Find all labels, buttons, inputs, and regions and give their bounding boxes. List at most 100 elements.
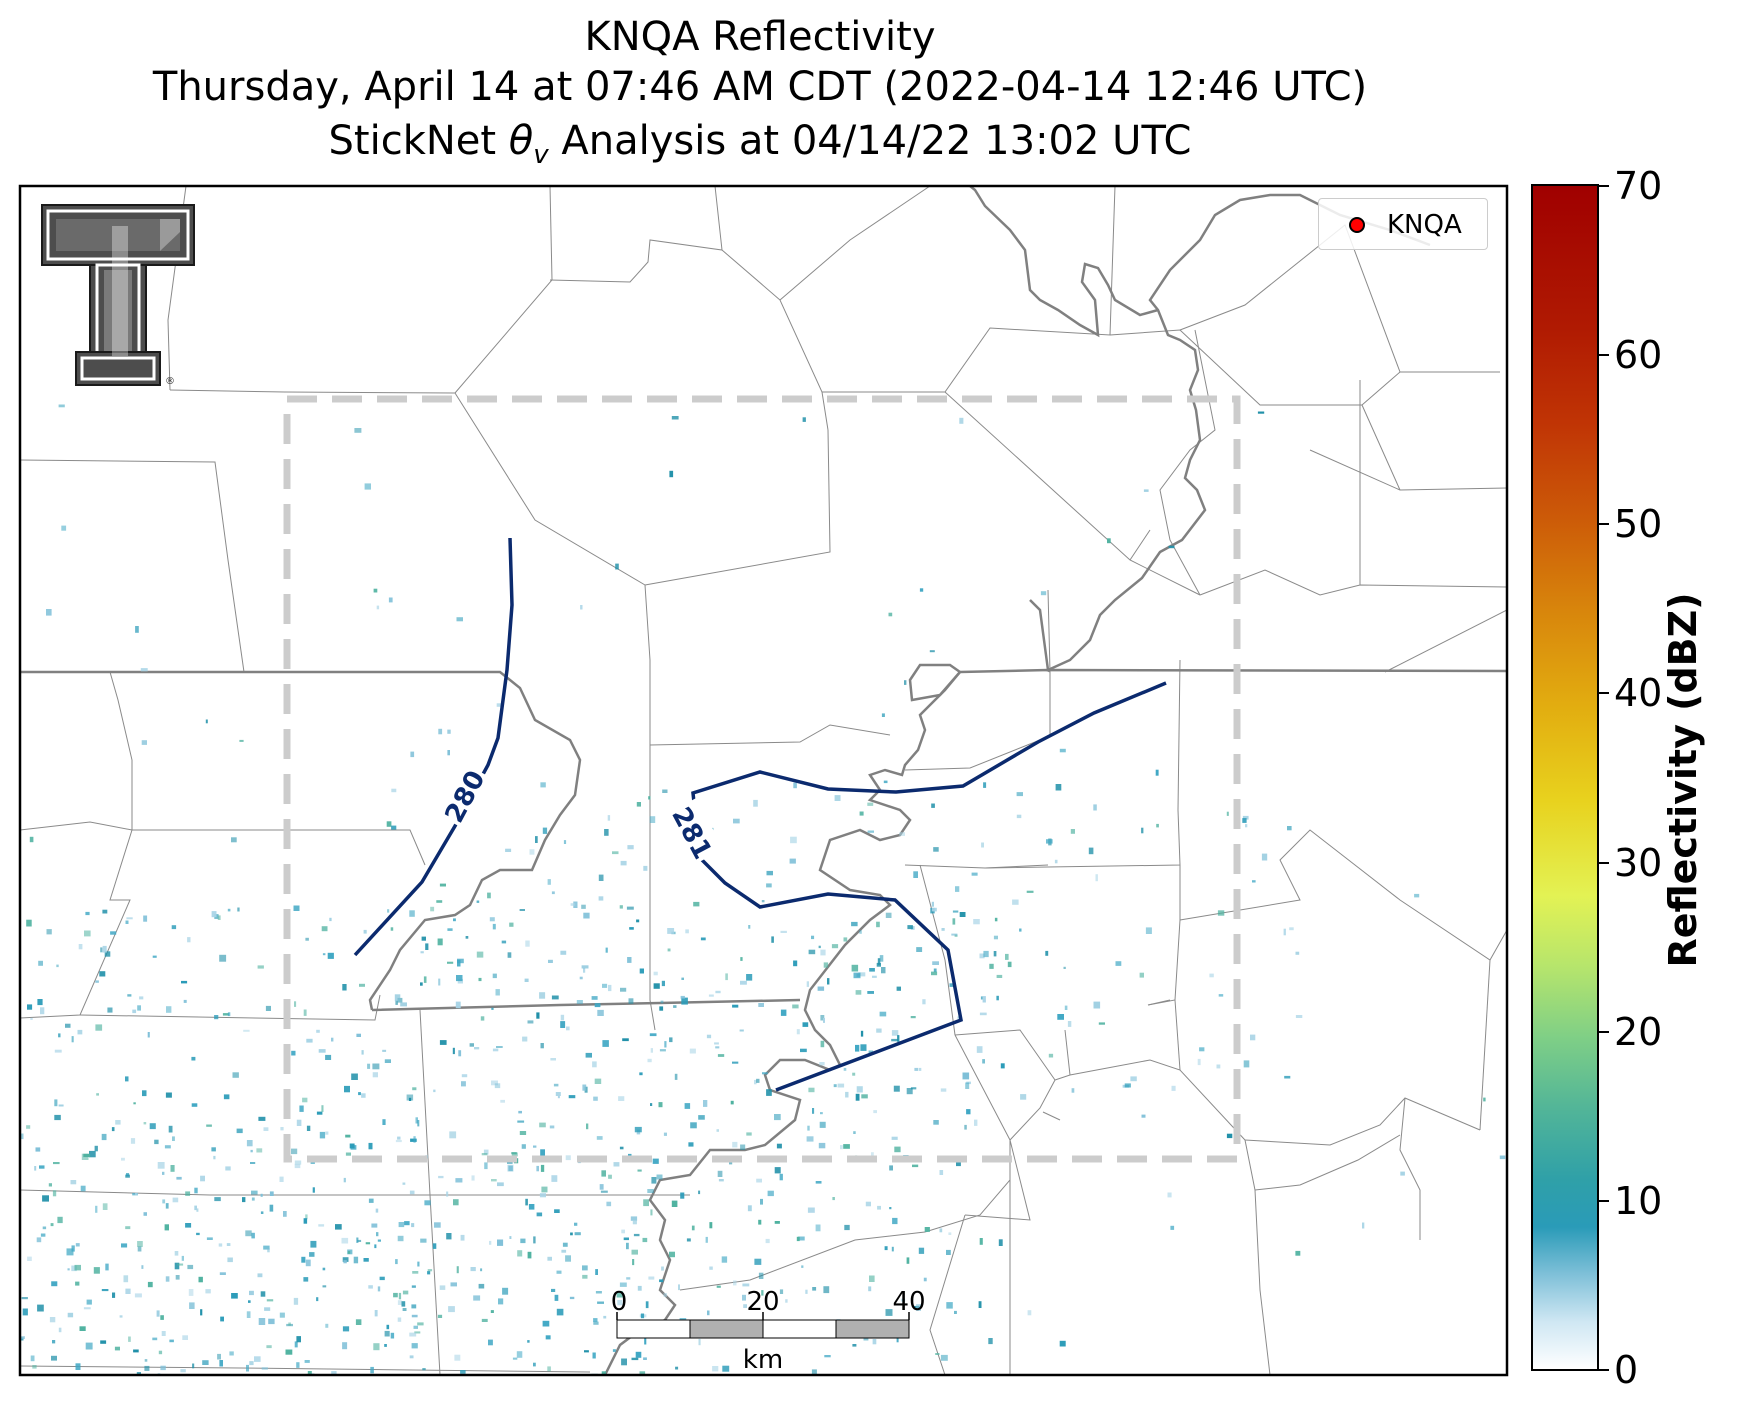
echo-pixel <box>650 1048 653 1053</box>
echo-pixel <box>582 1084 587 1091</box>
echo-pixel <box>619 1282 627 1287</box>
echo-pixel <box>505 848 512 852</box>
echo-pixel <box>631 1249 638 1255</box>
echo-pixel <box>137 1005 141 1011</box>
echo-pixel <box>460 1370 466 1374</box>
echo-pixel <box>183 999 187 1003</box>
echo-pixel <box>321 1105 324 1112</box>
echo-pixel <box>868 1050 874 1054</box>
echo-pixel <box>269 1191 274 1196</box>
echo-pixel <box>205 1289 211 1294</box>
echo-pixel <box>61 525 67 531</box>
echo-pixel <box>615 563 619 570</box>
echo-pixel <box>1093 804 1097 811</box>
echo-pixel <box>860 1030 864 1037</box>
echo-pixel <box>663 1132 667 1136</box>
echo-pixel <box>714 1042 719 1045</box>
echo-pixel <box>547 879 551 885</box>
echo-pixel <box>631 1357 639 1361</box>
echo-pixel <box>86 1299 92 1305</box>
echo-pixel <box>894 1146 901 1153</box>
echo-pixel <box>1362 1222 1365 1229</box>
echo-pixel <box>165 1092 172 1098</box>
echo-pixel <box>303 1218 308 1224</box>
echo-pixel <box>619 905 623 909</box>
echo-pixel <box>254 1356 261 1362</box>
echo-pixel <box>455 1001 461 1009</box>
echo-pixel <box>740 1144 746 1150</box>
echo-pixel <box>424 1200 431 1206</box>
echo-pixel <box>1261 853 1268 861</box>
echo-pixel <box>852 1344 857 1347</box>
echo-pixel <box>823 1286 830 1294</box>
echo-pixel <box>95 1024 103 1031</box>
echo-pixel <box>743 1304 747 1308</box>
echo-pixel <box>722 1365 730 1372</box>
colorbar-tick-label: 50 <box>1614 502 1663 547</box>
echo-pixel <box>732 1004 739 1008</box>
echo-pixel <box>680 1192 685 1199</box>
echo-pixel <box>448 1306 455 1313</box>
echo-pixel <box>251 1190 258 1195</box>
echo-pixel <box>983 782 987 788</box>
echo-pixel <box>305 1259 311 1267</box>
echo-pixel <box>551 891 555 895</box>
echo-pixel <box>685 929 689 934</box>
chart-subtitle-analysis: StickNet θv Analysis at 04/14/22 13:02 U… <box>328 118 1192 170</box>
echo-pixel <box>1048 1053 1054 1058</box>
echo-pixel <box>979 953 985 959</box>
echo-pixel <box>214 1197 221 1202</box>
echo-pixel <box>621 1358 627 1366</box>
echo-pixel <box>411 1343 418 1349</box>
echo-pixel <box>622 1038 629 1042</box>
echo-pixel <box>889 1165 893 1171</box>
echo-pixel <box>628 998 634 1004</box>
echo-pixel <box>593 1321 599 1325</box>
echo-pixel <box>820 1040 825 1048</box>
echo-pixel <box>879 1011 887 1017</box>
echo-pixel <box>342 1257 349 1262</box>
echo-pixel <box>1250 1034 1256 1041</box>
state-borders <box>20 186 1507 1375</box>
echo-pixel <box>71 1245 75 1252</box>
echo-pixel <box>175 1275 180 1280</box>
echo-pixel <box>881 713 885 717</box>
echo-pixel <box>742 1283 750 1287</box>
echo-pixel <box>143 915 148 922</box>
echo-pixel <box>166 1006 172 1013</box>
echo-pixel <box>305 937 309 941</box>
echo-pixel <box>457 978 463 984</box>
echo-pixel <box>674 1073 678 1080</box>
echo-pixel <box>952 910 959 913</box>
echo-pixel <box>868 1286 872 1292</box>
echo-pixel <box>409 910 415 917</box>
echo-pixel <box>439 1040 447 1045</box>
echo-pixel <box>867 830 874 833</box>
echo-pixel <box>382 1119 386 1125</box>
echo-pixel <box>607 815 611 821</box>
echo-pixel <box>307 1371 312 1375</box>
echo-pixel <box>20 1336 25 1339</box>
echo-pixel <box>56 964 59 968</box>
echo-pixel <box>125 1288 131 1294</box>
echo-pixel <box>449 1131 457 1139</box>
echo-pixel <box>1257 411 1265 414</box>
echo-pixel <box>456 1266 459 1274</box>
echo-pixel <box>171 925 177 930</box>
echo-pixel <box>257 965 264 969</box>
echo-pixel <box>501 940 507 944</box>
echo-pixel <box>217 915 221 920</box>
echo-pixel <box>1059 748 1066 753</box>
echo-pixel <box>859 930 862 934</box>
echo-pixel <box>239 739 244 742</box>
echo-pixel <box>376 1232 379 1237</box>
echo-pixel <box>327 952 334 959</box>
echo-pixel <box>387 909 390 913</box>
echo-pixel <box>594 1003 601 1008</box>
echo-pixel <box>261 1367 268 1370</box>
echo-pixel <box>659 1049 666 1052</box>
echo-pixel <box>1245 824 1248 828</box>
echo-pixel <box>310 1240 317 1248</box>
echo-pixel <box>325 1054 332 1060</box>
echo-pixel <box>650 1103 653 1106</box>
